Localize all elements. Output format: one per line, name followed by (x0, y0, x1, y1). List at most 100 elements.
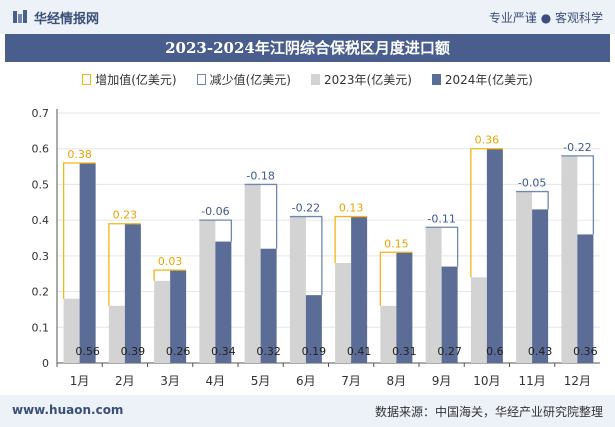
bar-2023 (516, 191, 533, 363)
chart-title: 2023-2024年江阴综合保税区月度进口额 (5, 34, 610, 62)
top-bar: 华经情报网 专业严谨 ● 客观科学 (0, 0, 615, 34)
change-bracket (289, 215, 323, 296)
legend-swatch-2023 (310, 73, 320, 85)
y-tick-label: 0.2 (32, 286, 50, 299)
change-label: -0.06 (201, 205, 229, 218)
legend-label-decrease: 减少值(亿美元) (209, 72, 291, 87)
bar-2023 (335, 263, 352, 363)
legend-label-2023: 2023年(亿美元) (323, 72, 412, 87)
legend-label-2024: 2024年(亿美元) (444, 72, 533, 87)
x-tick-label: 7月 (341, 374, 361, 388)
y-tick-label: 0 (42, 357, 49, 370)
x-tick-label: 3月 (160, 374, 180, 388)
x-tick-label: 4月 (206, 374, 226, 388)
bar-2024-value-label: 0.31 (392, 345, 417, 358)
legend-swatch-increase (82, 73, 92, 85)
bar-2023 (289, 216, 306, 363)
y-tick-label: 0.7 (32, 107, 50, 120)
change-label: 0.36 (475, 134, 500, 147)
bar-2024 (170, 270, 187, 363)
change-bracket (153, 269, 187, 281)
bar-2023 (63, 298, 80, 363)
x-tick-label: 9月 (432, 374, 452, 388)
bar-2024-value-label: 0.39 (121, 345, 146, 358)
x-tick-label: 5月 (251, 374, 271, 388)
bar-2023 (380, 305, 397, 363)
y-tick-label: 0.1 (32, 321, 50, 334)
bar-2023 (108, 305, 125, 363)
brand-logo-icon (13, 10, 27, 23)
change-bracket (379, 251, 413, 306)
legend: 增加值(亿美元) 减少值(亿美元) 2023年(亿美元) 2024年(亿美元) (0, 69, 615, 89)
bar-2023 (470, 277, 487, 363)
x-tick-label: 1月 (70, 374, 90, 388)
change-label: 0.15 (384, 237, 409, 250)
y-tick-label: 0.6 (32, 143, 50, 156)
footer-source: 数据来源：中国海关，华经产业研究院整理 (374, 405, 603, 419)
x-tick-label: 6月 (296, 374, 316, 388)
y-tick-label: 0.5 (32, 178, 50, 191)
legend-item-increase: 增加值(亿美元) (82, 71, 177, 88)
bar-2024 (441, 266, 458, 363)
x-tick-label: 11月 (518, 374, 545, 388)
change-label: 0.38 (67, 148, 92, 161)
bar-2023 (199, 220, 216, 363)
bar-2023 (244, 184, 261, 363)
bar-2024-value-label: 0.32 (256, 345, 281, 358)
bar-2024-value-label: 0.36 (573, 345, 598, 358)
bar-2023 (425, 227, 442, 363)
legend-swatch-decrease (196, 73, 206, 85)
change-bracket (108, 223, 141, 306)
change-label: 0.13 (339, 202, 364, 215)
bar-2024 (486, 148, 503, 363)
change-bracket (334, 215, 368, 263)
x-tick-label: 8月 (387, 374, 407, 388)
bar-2024 (305, 295, 322, 363)
change-label: -0.18 (246, 169, 274, 182)
bar-2024-value-label: 0.41 (347, 345, 372, 358)
bar-2024-value-label: 0.43 (528, 345, 553, 358)
change-bracket (470, 148, 503, 278)
legend-swatch-2024 (431, 73, 441, 85)
change-bracket (516, 190, 549, 210)
footer: www.huaon.com 数据来源：中国海关，华经产业研究院整理 (0, 395, 615, 427)
bar-2024 (577, 234, 594, 363)
x-tick-label: 10月 (473, 374, 500, 388)
x-tick-label: 2月 (115, 374, 135, 388)
bar-2024 (532, 209, 549, 363)
bar-2024 (260, 248, 277, 363)
footer-website: www.huaon.com (12, 403, 124, 417)
change-label: -0.11 (427, 212, 455, 225)
change-bracket (199, 219, 233, 242)
bar-2024 (215, 241, 232, 363)
legend-item-decrease: 减少值(亿美元) (196, 71, 291, 88)
bar-2024 (79, 163, 96, 363)
change-label: -0.22 (292, 202, 320, 215)
bar-2024-value-label: 0.34 (211, 345, 236, 358)
legend-item-2024: 2024年(亿美元) (431, 71, 533, 88)
change-bracket (244, 183, 278, 249)
bar-2024-value-label: 0.27 (437, 345, 462, 358)
change-label: 0.23 (113, 209, 138, 222)
bar-2024-value-label: 0.56 (75, 345, 100, 358)
bar-2023 (154, 280, 171, 363)
bar-2024 (124, 223, 141, 363)
x-tick-label: 12月 (564, 374, 591, 388)
bar-2024 (351, 216, 368, 363)
slogan: 专业严谨 ● 客观科学 (488, 11, 603, 25)
change-bracket (425, 226, 459, 267)
change-label: -0.05 (518, 177, 546, 190)
legend-item-2023: 2023年(亿美元) (310, 71, 412, 88)
change-label: 0.03 (158, 255, 183, 268)
bar-2024-value-label: 0.19 (302, 345, 327, 358)
brand-name: 华经情报网 (34, 11, 100, 27)
change-label: -0.22 (563, 141, 591, 154)
bar-2024 (396, 252, 413, 363)
bar-2024-value-label: 0.26 (166, 345, 191, 358)
bar-2023 (561, 155, 578, 363)
bar-2024-value-label: 0.6 (486, 345, 504, 358)
brand: 华经情报网 (12, 8, 100, 27)
legend-label-increase: 增加值(亿美元) (95, 72, 177, 87)
y-tick-label: 0.3 (32, 250, 50, 263)
